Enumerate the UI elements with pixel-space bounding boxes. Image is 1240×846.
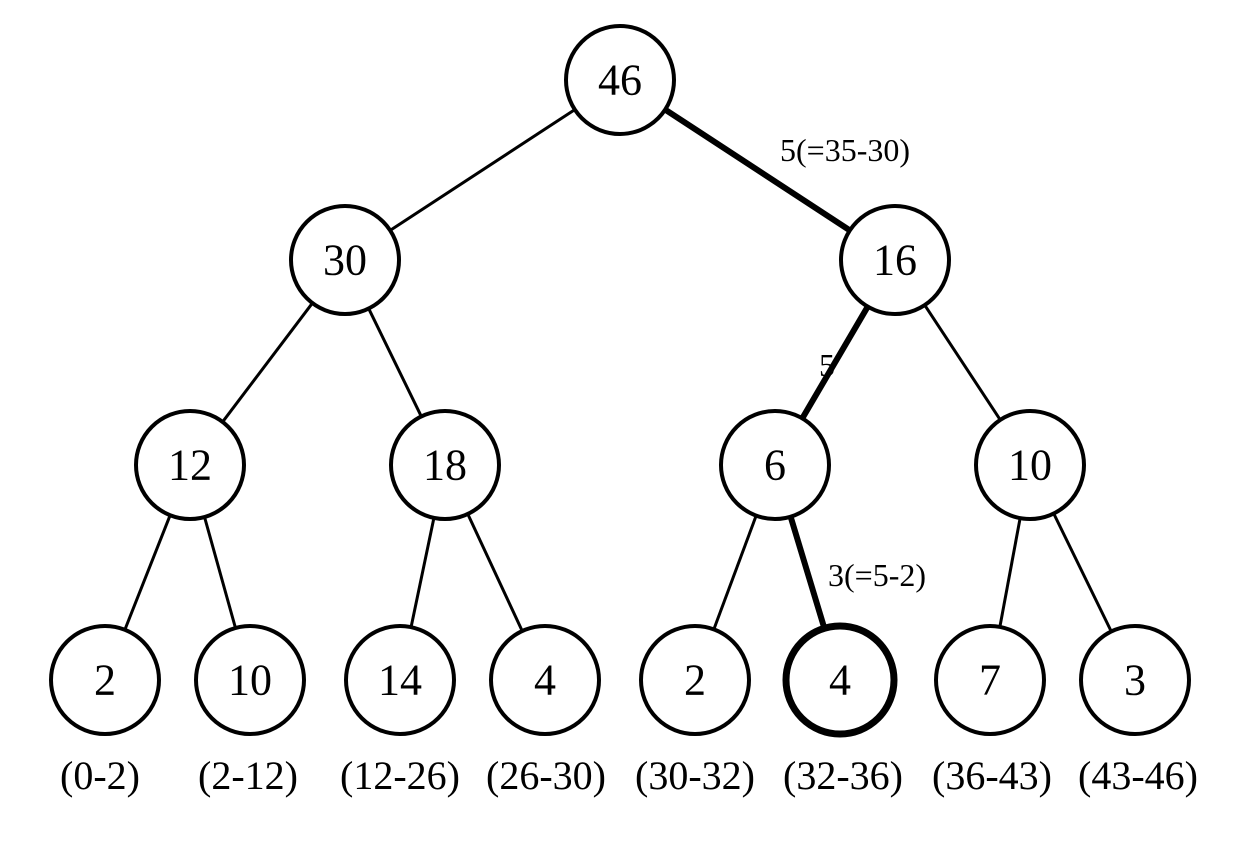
tree-node: 46 [566,26,674,134]
tree-node: 6 [721,411,829,519]
tree-edge [390,110,575,231]
tree-node: 4 [786,626,894,734]
tree-edge [665,110,850,231]
range-label: (0-2) [60,753,140,798]
tree-diagram: 46 30 16 12 18 6 10 2 10 14 4 2 4 7 3 5(=35-30) 5 3(=5-2)… [0,0,1240,846]
node-label: 6 [764,441,786,490]
tree-node: 10 [976,411,1084,519]
tree-edge [791,517,825,629]
nodes-group: 46 30 16 12 18 6 10 2 10 14 4 2 4 7 3 [51,26,1189,734]
tree-edge [369,309,422,417]
node-label: 10 [1008,441,1052,490]
node-label: 4 [534,656,556,705]
node-label: 4 [829,656,851,705]
node-label: 46 [598,56,642,105]
tree-edge [125,515,170,630]
edge-label: 5(=35-30) [780,132,910,168]
tree-node: 7 [936,626,1044,734]
node-label: 16 [873,236,917,285]
tree-node: 10 [196,626,304,734]
range-label: (36-43) [932,753,1052,798]
node-label: 2 [94,656,116,705]
node-label: 14 [378,656,422,705]
range-label: (26-30) [486,753,606,798]
tree-node: 3 [1081,626,1189,734]
node-label: 2 [684,656,706,705]
node-label: 18 [423,441,467,490]
edge-label: 5 [819,347,835,383]
tree-edge [223,303,313,422]
range-label: (32-36) [783,753,903,798]
tree-edge [411,518,434,627]
node-label: 30 [323,236,367,285]
range-labels-group: (0-2) (2-12) (12-26) (26-30) (30-32) (32-36) (… [60,753,1198,798]
tree-edge [714,516,756,630]
tree-node: 30 [291,206,399,314]
node-label: 3 [1124,656,1146,705]
range-label: (12-26) [340,753,460,798]
tree-node: 18 [391,411,499,519]
range-label: (30-32) [635,753,755,798]
node-label: 7 [979,656,1001,705]
tree-edge [1000,518,1020,627]
tree-node: 12 [136,411,244,519]
tree-edge [925,305,1001,420]
tree-node: 2 [641,626,749,734]
tree-node: 14 [346,626,454,734]
tree-edge [802,307,867,419]
node-label: 12 [168,441,212,490]
tree-edge [1054,514,1112,632]
tree-node: 16 [841,206,949,314]
tree-node: 2 [51,626,159,734]
node-label: 10 [228,656,272,705]
edge-label: 3(=5-2) [828,557,926,593]
tree-node: 4 [491,626,599,734]
edges-group [125,110,1111,632]
tree-edge [205,517,236,628]
range-label: (2-12) [198,753,298,798]
range-label: (43-46) [1078,753,1198,798]
tree-edge [468,514,522,631]
